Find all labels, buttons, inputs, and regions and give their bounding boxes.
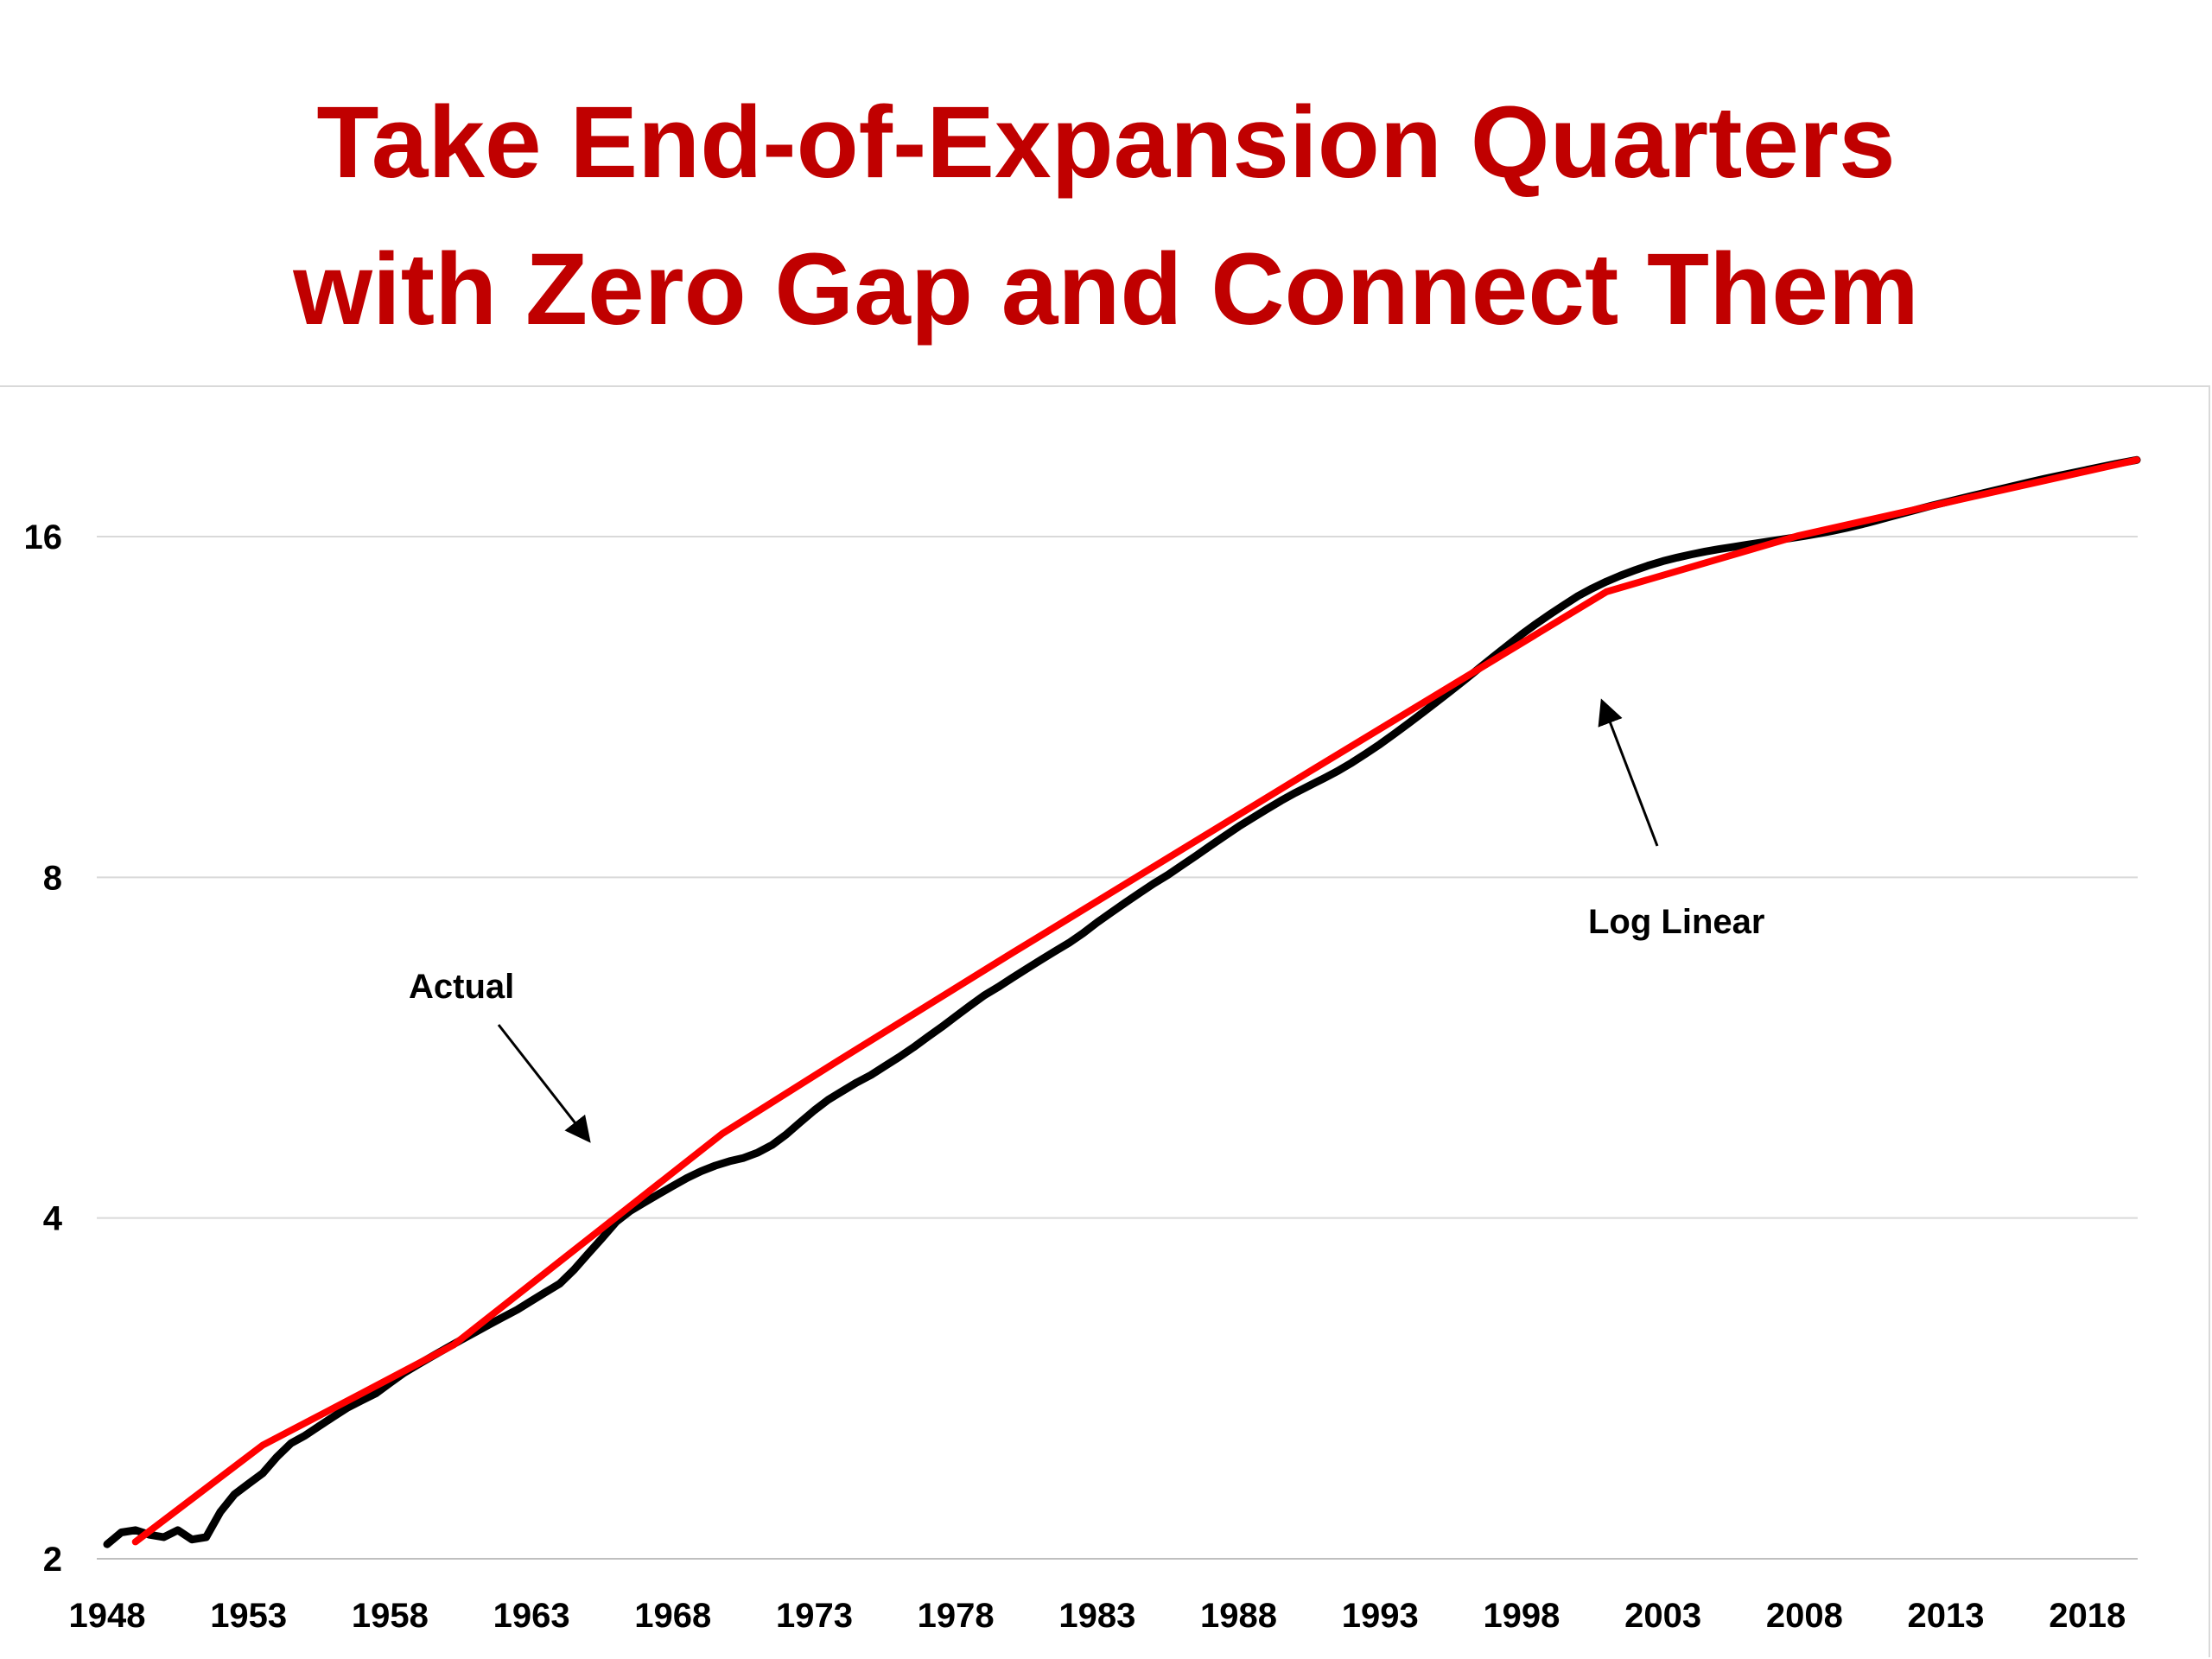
x-tick-label: 2018: [2049, 1597, 2126, 1635]
y-tick-label: 16: [24, 518, 63, 556]
x-tick-label: 1963: [493, 1597, 570, 1635]
log-linear-series-line: [131, 456, 2140, 1546]
y-tick-label: 4: [43, 1200, 63, 1238]
x-tick-label: 1973: [776, 1597, 853, 1635]
log-linear-annotation-label: Log Linear: [1588, 903, 1764, 941]
x-axis-labels: 1948 1953 1958 1963 1968 1973 1978 1983 1988 1993…: [69, 1597, 2126, 1635]
x-tick-label: 1948: [69, 1597, 146, 1635]
x-tick-label: 1983: [1058, 1597, 1135, 1635]
x-tick-label: 1998: [1483, 1597, 1560, 1635]
actual-annotation-label: Actual: [409, 968, 514, 1006]
x-tick-label: 1958: [352, 1597, 429, 1635]
x-tick-label: 1993: [1342, 1597, 1419, 1635]
x-tick-label: 2003: [1624, 1597, 1701, 1635]
log-linear-annotation-arrow: [1598, 698, 1659, 847]
x-tick-label: 2008: [1766, 1597, 1843, 1635]
x-tick-label: 2013: [1908, 1597, 1985, 1635]
y-axis-labels: 2 4 8 16: [24, 518, 63, 1579]
title-line-1: Take End-of-Expansion Quarters: [316, 86, 1896, 200]
chart-frame: [0, 385, 2210, 1657]
series-lines: [103, 455, 2141, 1548]
gridlines: [97, 536, 2138, 1560]
x-tick-label: 1988: [1200, 1597, 1277, 1635]
title-line-2: with Zero Gap and Connect Them: [293, 232, 1919, 346]
x-tick-label: 1953: [210, 1597, 287, 1635]
x-tick-label: 1978: [918, 1597, 995, 1635]
y-tick-label: 2: [43, 1541, 62, 1579]
actual-annotation-arrow: [497, 1024, 591, 1143]
chart-title: Take End-of-Expansion Quarters with Zero…: [0, 69, 2212, 363]
y-tick-label: 8: [43, 859, 62, 897]
x-tick-label: 1968: [634, 1597, 711, 1635]
